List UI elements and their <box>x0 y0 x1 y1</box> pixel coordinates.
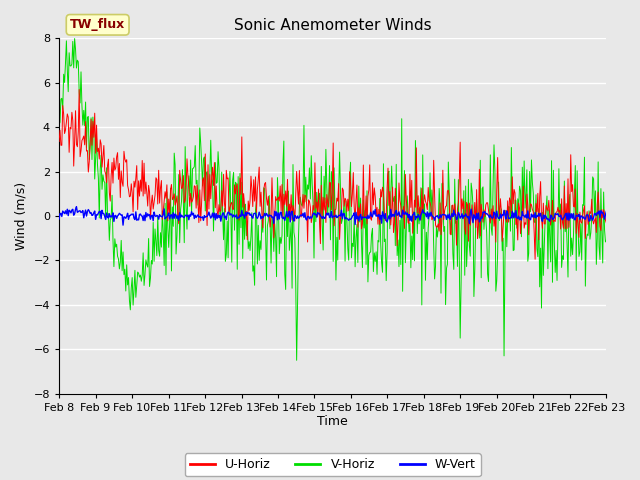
Text: TW_flux: TW_flux <box>70 18 125 31</box>
Y-axis label: Wind (m/s): Wind (m/s) <box>15 182 28 250</box>
Title: Sonic Anemometer Winds: Sonic Anemometer Winds <box>234 18 431 33</box>
Legend: U-Horiz, V-Horiz, W-Vert: U-Horiz, V-Horiz, W-Vert <box>185 453 481 476</box>
X-axis label: Time: Time <box>317 415 348 429</box>
